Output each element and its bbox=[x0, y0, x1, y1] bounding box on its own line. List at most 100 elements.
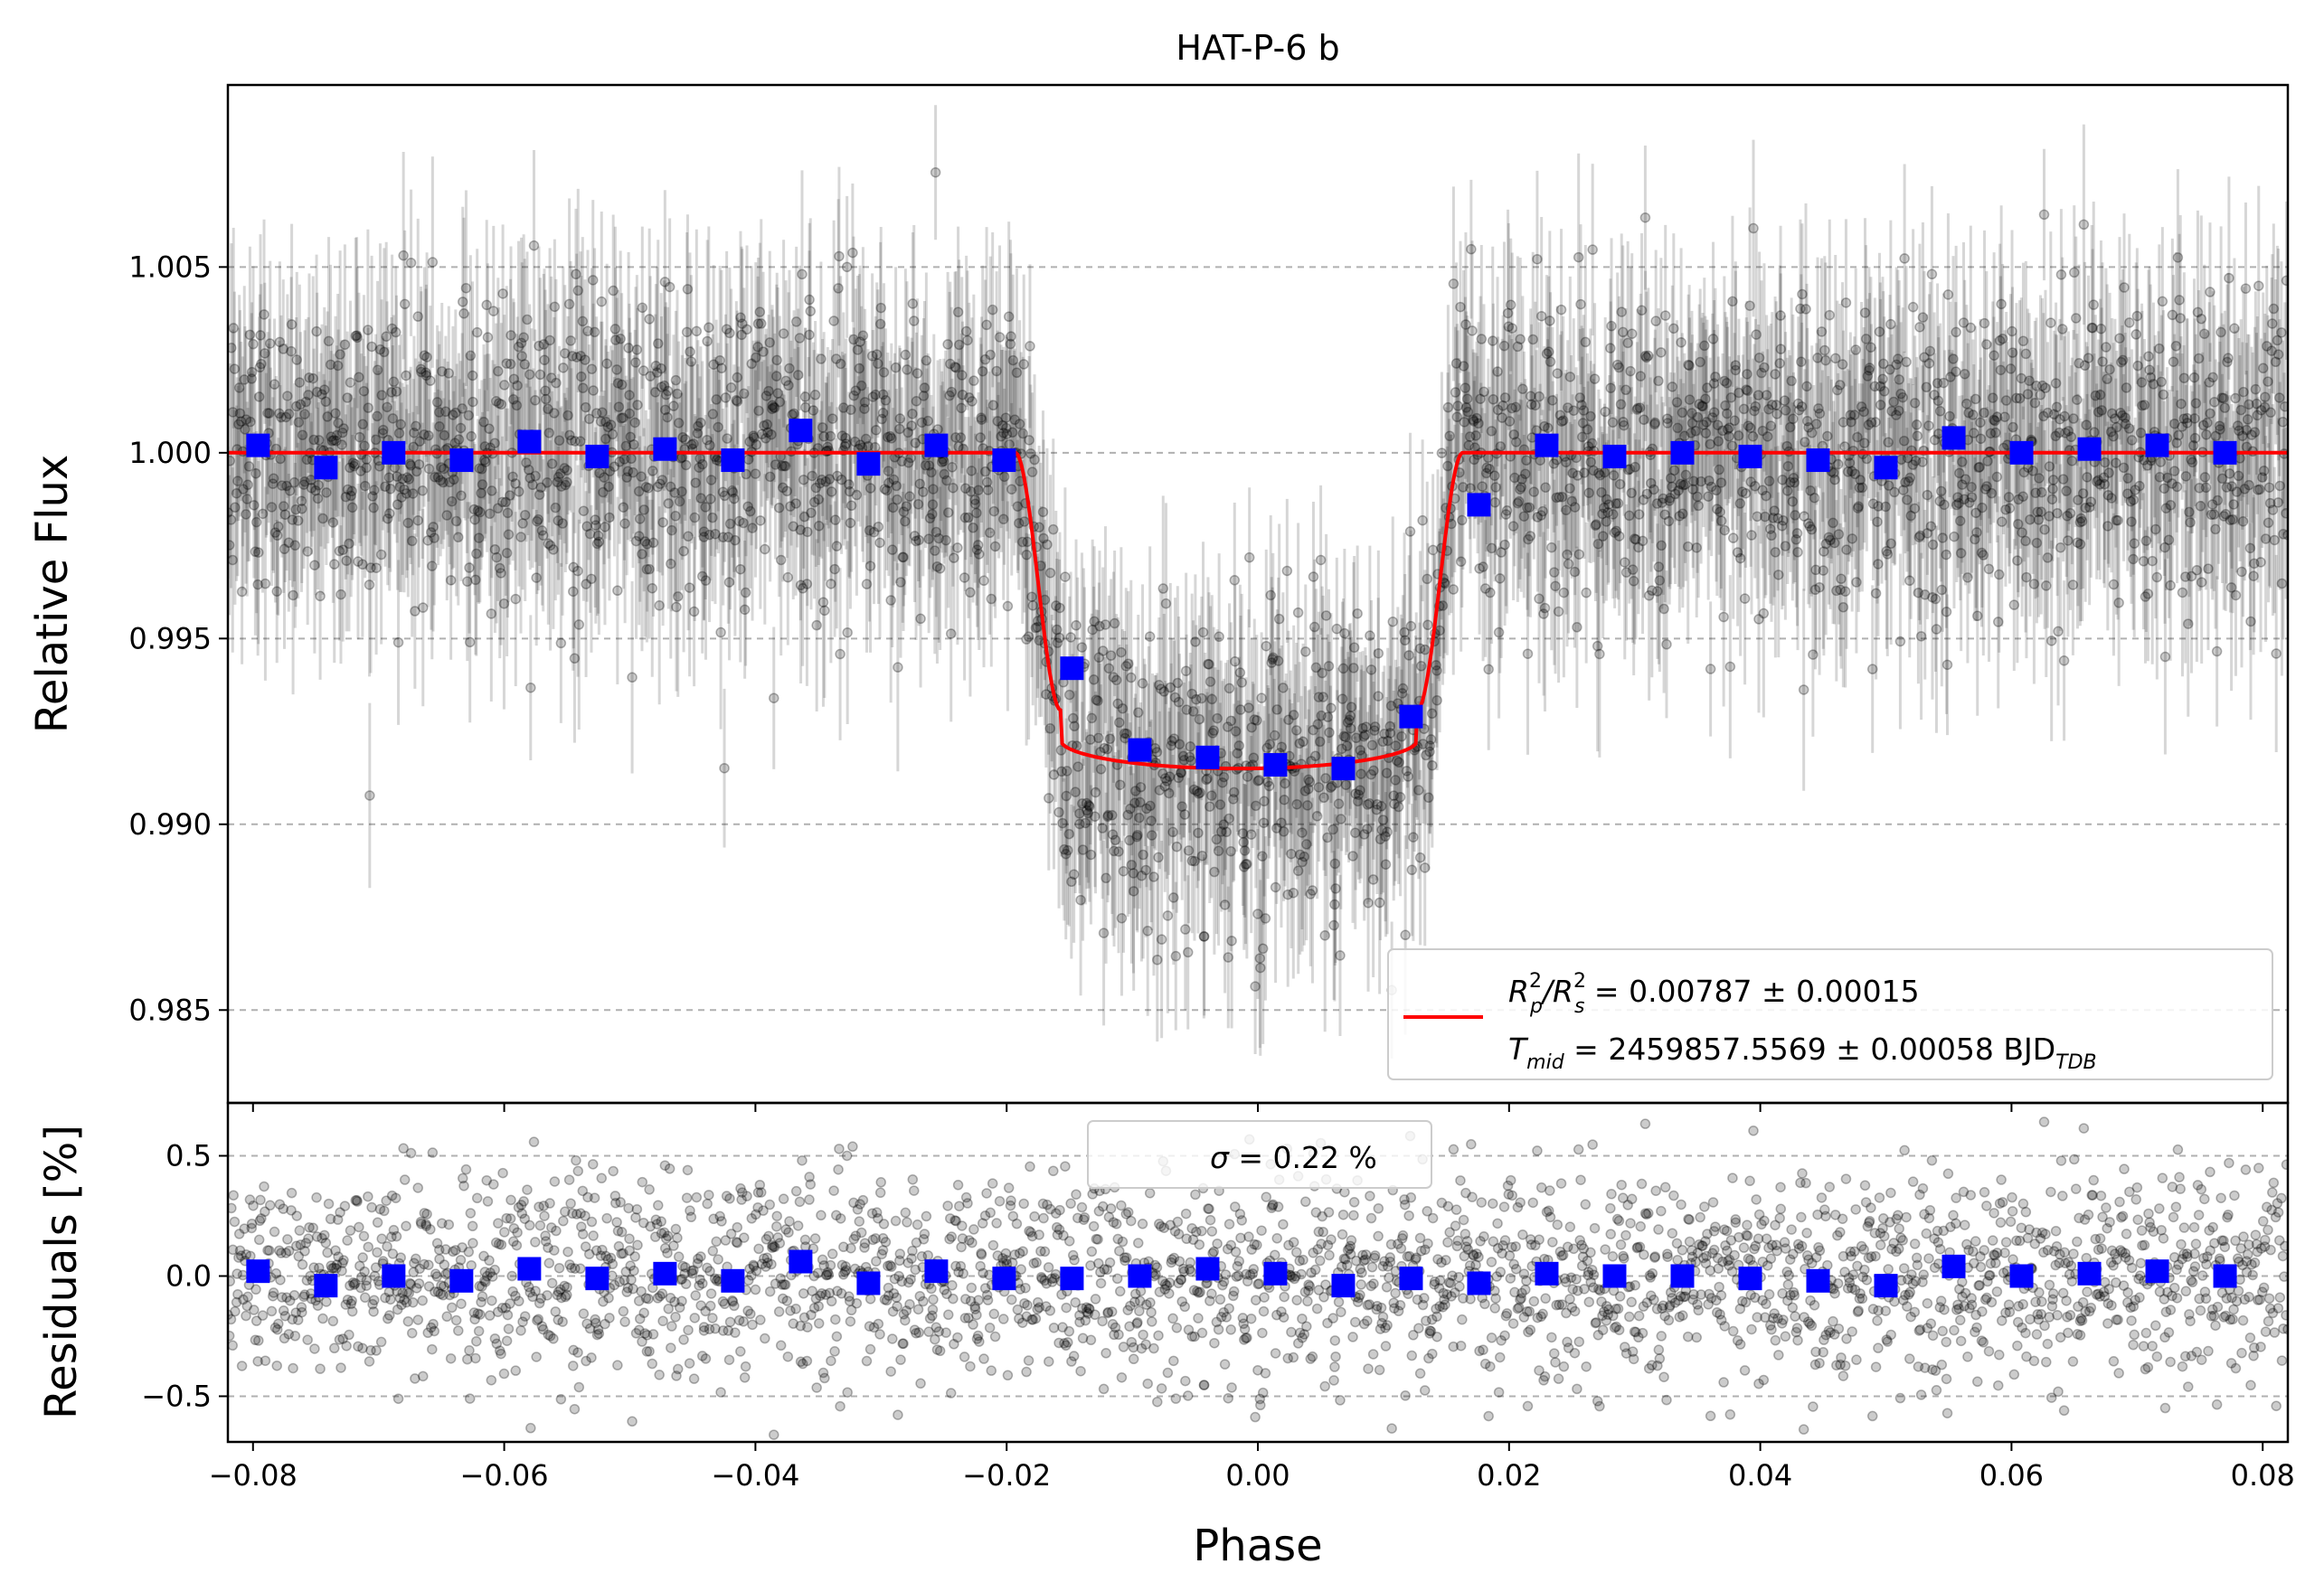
raw-point bbox=[620, 440, 632, 452]
raw-point bbox=[1198, 931, 1210, 942]
raw-point bbox=[702, 335, 713, 347]
raw-point bbox=[974, 549, 985, 560]
raw-point bbox=[657, 475, 668, 485]
raw-point bbox=[893, 662, 903, 673]
raw-point bbox=[1870, 417, 1881, 428]
raw-point bbox=[464, 562, 475, 573]
raw-point bbox=[767, 403, 778, 415]
raw-point bbox=[771, 354, 782, 366]
raw-point bbox=[544, 334, 555, 346]
raw-point bbox=[385, 483, 396, 495]
raw-point bbox=[505, 490, 515, 501]
raw-point bbox=[2159, 651, 2171, 663]
raw-point bbox=[1907, 301, 1919, 313]
raw-point bbox=[511, 400, 523, 411]
raw-point bbox=[294, 377, 306, 388]
raw-point bbox=[399, 484, 410, 495]
raw-point bbox=[307, 372, 318, 384]
raw-point bbox=[1427, 544, 1439, 556]
raw-point bbox=[1824, 309, 1836, 321]
raw-point bbox=[257, 508, 269, 520]
raw-point bbox=[795, 579, 807, 591]
raw-point bbox=[242, 479, 253, 490]
raw-point bbox=[577, 316, 589, 327]
raw-point bbox=[676, 486, 687, 497]
raw-point bbox=[1467, 325, 1478, 336]
raw-point bbox=[705, 494, 716, 504]
raw-point bbox=[457, 403, 468, 414]
raw-point bbox=[934, 563, 946, 574]
raw-point bbox=[515, 337, 527, 349]
raw-point bbox=[489, 544, 501, 555]
raw-point bbox=[1422, 619, 1433, 630]
raw-point bbox=[260, 578, 271, 589]
raw-point bbox=[497, 288, 508, 299]
raw-point bbox=[1724, 661, 1736, 673]
raw-point bbox=[1899, 253, 1910, 264]
raw-point bbox=[761, 419, 773, 430]
raw-point bbox=[754, 306, 766, 317]
raw-point bbox=[548, 544, 559, 555]
raw-point bbox=[2113, 598, 2124, 608]
raw-point bbox=[429, 532, 440, 543]
raw-point bbox=[386, 387, 397, 398]
raw-point bbox=[603, 481, 614, 493]
raw-point bbox=[571, 352, 582, 363]
raw-point bbox=[278, 501, 289, 512]
raw-point bbox=[546, 458, 558, 469]
raw-point bbox=[471, 548, 482, 560]
raw-point bbox=[1403, 771, 1413, 782]
raw-point bbox=[341, 555, 352, 567]
raw-point bbox=[540, 385, 551, 396]
raw-point bbox=[783, 380, 794, 391]
raw-point bbox=[1170, 950, 1182, 962]
raw-point bbox=[688, 606, 700, 617]
raw-point bbox=[1288, 887, 1299, 899]
raw-point bbox=[463, 410, 475, 421]
raw-point bbox=[630, 357, 641, 368]
raw-point bbox=[693, 420, 704, 432]
raw-point bbox=[457, 297, 468, 307]
raw-point bbox=[641, 563, 653, 575]
raw-point bbox=[413, 458, 425, 470]
raw-point bbox=[502, 507, 514, 519]
raw-point bbox=[436, 462, 447, 473]
raw-point bbox=[430, 471, 440, 483]
raw-point bbox=[1307, 885, 1318, 896]
chart-title: HAT-P-6 b bbox=[1176, 28, 1339, 68]
raw-point bbox=[382, 401, 392, 413]
raw-point bbox=[425, 527, 437, 538]
raw-point bbox=[484, 508, 496, 520]
raw-point bbox=[719, 762, 730, 774]
raw-point bbox=[322, 411, 333, 422]
raw-point bbox=[1044, 793, 1054, 804]
raw-point bbox=[466, 430, 477, 442]
raw-point bbox=[524, 464, 534, 476]
raw-point bbox=[601, 358, 612, 369]
raw-point bbox=[645, 371, 656, 382]
raw-point bbox=[469, 514, 480, 525]
raw-point bbox=[496, 496, 508, 508]
raw-point bbox=[353, 556, 364, 567]
raw-point bbox=[352, 332, 363, 344]
raw-point bbox=[286, 319, 298, 330]
raw-point bbox=[685, 346, 695, 357]
raw-point bbox=[456, 490, 467, 502]
raw-point bbox=[624, 408, 635, 419]
raw-point bbox=[582, 325, 593, 336]
raw-point bbox=[1931, 624, 1942, 635]
raw-point bbox=[527, 479, 538, 491]
raw-point bbox=[357, 419, 368, 430]
raw-point bbox=[248, 338, 259, 350]
raw-point bbox=[549, 408, 560, 419]
raw-point bbox=[344, 538, 354, 550]
raw-point bbox=[1965, 322, 1977, 334]
raw-point bbox=[306, 475, 316, 485]
raw-point bbox=[1682, 541, 1694, 552]
raw-point bbox=[1373, 647, 1384, 659]
raw-point bbox=[841, 261, 853, 273]
raw-point bbox=[470, 574, 481, 586]
raw-point bbox=[819, 605, 830, 617]
raw-point bbox=[2058, 655, 2070, 666]
raw-point bbox=[476, 487, 487, 499]
